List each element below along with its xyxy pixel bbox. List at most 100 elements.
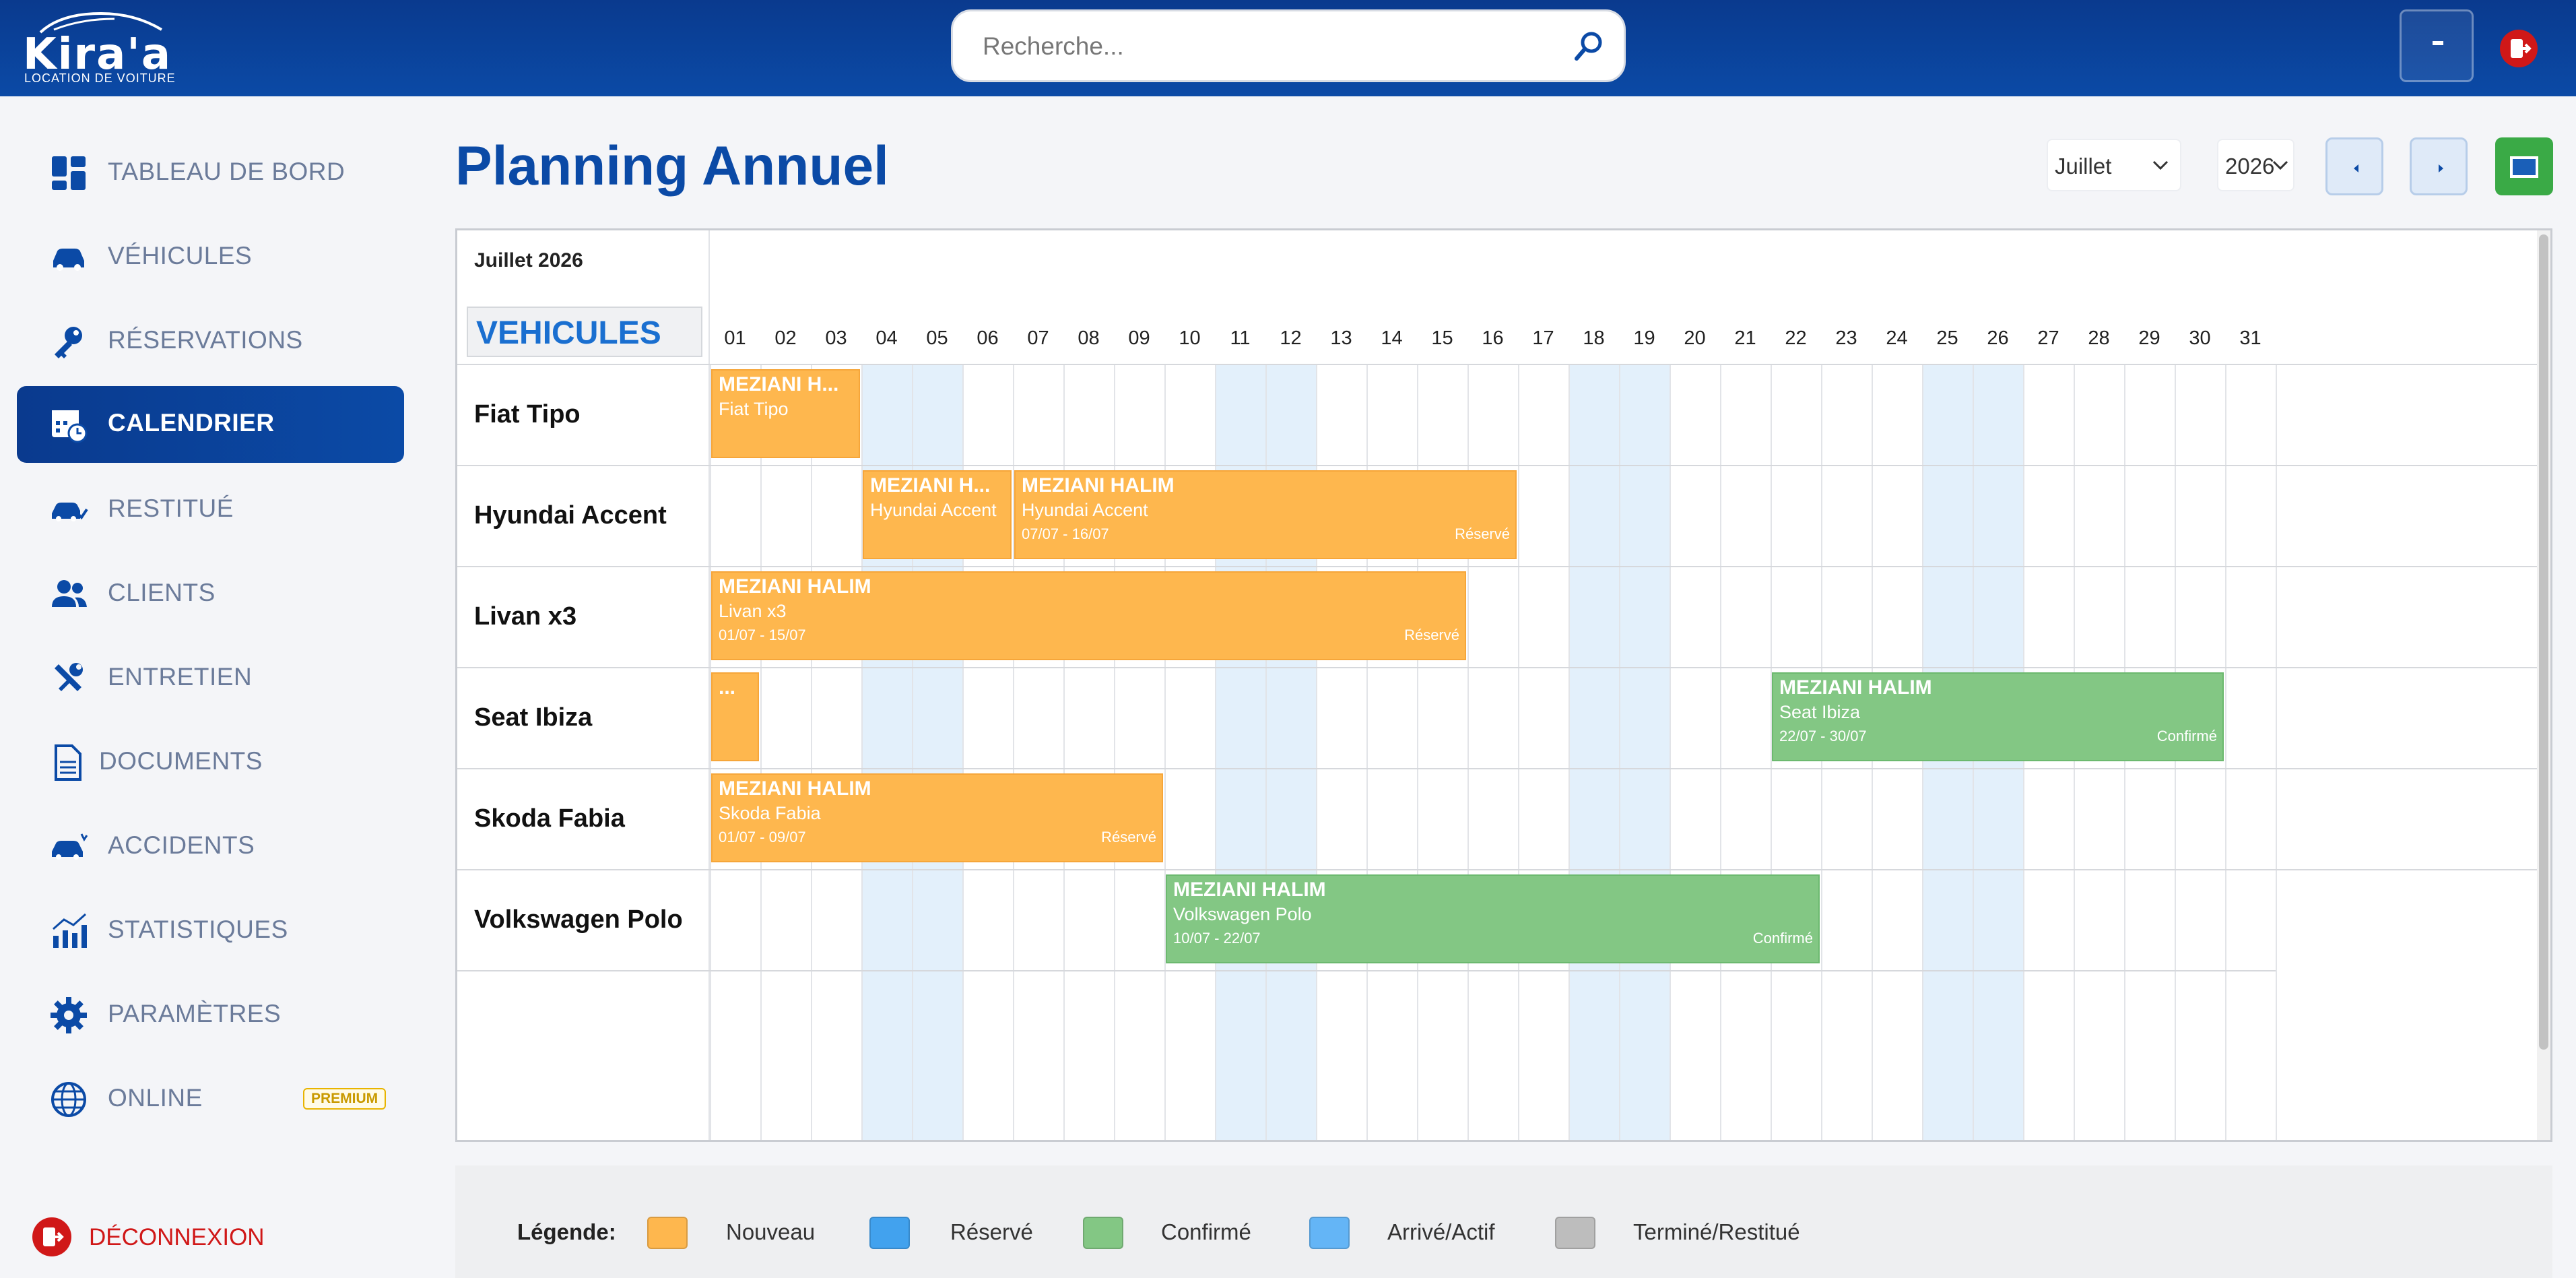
row-gridline	[457, 970, 2276, 971]
booking-status: Confirmé	[2156, 728, 2217, 744]
month-select[interactable]: Juillet	[2047, 139, 2181, 191]
day-gridline	[1063, 365, 1065, 1140]
day-gridline	[1670, 365, 1671, 1140]
day-label: 29	[2138, 327, 2160, 349]
sidebar-item-label: ENTRETIEN	[108, 663, 253, 691]
legend-swatch	[869, 1217, 910, 1249]
booking-client-name: MEZIANI HALIM	[1779, 676, 1932, 699]
legend-label: Arrivé/Actif	[1387, 1219, 1495, 1244]
booking-vehicle: Fiat Tipo	[719, 399, 789, 419]
day-gridline	[912, 365, 913, 1140]
booking-block[interactable]: MEZIANI HALIM Skoda Fabia 01/07 - 09/07 Rés…	[711, 773, 1163, 862]
day-gridline	[1013, 365, 1014, 1140]
search-input[interactable]	[983, 28, 1562, 65]
caret-left-icon	[2354, 164, 2358, 172]
day-label: 26	[1987, 327, 2009, 349]
legend-swatch	[1555, 1217, 1595, 1249]
booking-dates: 07/07 - 16/07	[1022, 525, 1109, 542]
booking-vehicle: Livan x3	[719, 601, 787, 621]
car-check-icon	[52, 503, 88, 521]
day-label: 09	[1128, 327, 1150, 349]
day-gridline	[1164, 365, 1166, 1140]
booking-dates: 01/07 - 09/07	[719, 829, 806, 845]
booking-client-name: MEZIANI H...	[870, 474, 991, 497]
day-label: 08	[1078, 327, 1100, 349]
row-gridline	[457, 465, 2537, 466]
sidebar-item-label: TABLEAU DE BORD	[108, 158, 345, 185]
legend-label: Confirmé	[1161, 1219, 1251, 1244]
day-gridline	[1417, 365, 1418, 1140]
sidebar-item-reservations[interactable]: RÉSERVATIONS	[17, 303, 404, 380]
day-label: 14	[1381, 327, 1403, 349]
vehicle-row-label: Hyundai Accent	[474, 501, 667, 530]
sidebar-item-online[interactable]: ONLINE PREMIUM	[17, 1061, 404, 1138]
booking-block[interactable]: MEZIANI HALIM Hyundai Accent 07/07 - 16/07…	[1014, 470, 1517, 559]
day-label: 13	[1330, 327, 1352, 349]
sidebar-item-label: CLIENTS	[108, 579, 216, 606]
day-gridline	[1114, 365, 1115, 1140]
search-icon[interactable]	[1573, 30, 1605, 66]
year-select[interactable]: 2026	[2217, 139, 2294, 191]
calendar-scrollbar[interactable]	[2537, 230, 2550, 1140]
sidebar-item-clients[interactable]: CLIENTS	[17, 556, 404, 633]
day-label: 05	[926, 327, 948, 349]
day-label: 25	[1936, 327, 1958, 349]
sidebar-item-documents[interactable]: DOCUMENTS	[17, 724, 404, 801]
booking-vehicle: Volkswagen Polo	[1173, 904, 1312, 924]
exit-icon[interactable]	[2500, 30, 2538, 67]
sidebar-item-dashboard[interactable]: TABLEAU DE BORD	[17, 135, 404, 212]
vehicles-header-label: VEHICULES	[476, 315, 661, 351]
day-label: 19	[1633, 327, 1655, 349]
booking-block[interactable]: MEZIANI HALIM Seat Ibiza 22/07 - 30/07 Conf…	[1772, 672, 2224, 761]
weekend-column	[1568, 365, 1619, 1140]
dashboard-icon	[52, 156, 86, 190]
caret-right-icon	[2439, 164, 2443, 172]
booking-block[interactable]: MEZIANI H... Hyundai Accent	[863, 470, 1012, 559]
booking-status: Réservé	[1404, 627, 1459, 643]
legend-label: Terminé/Restitué	[1633, 1219, 1800, 1244]
day-label: 21	[1734, 327, 1756, 349]
document-icon	[55, 744, 81, 781]
sidebar-item-vehicles[interactable]: VÉHICULES	[17, 219, 404, 296]
sidebar-item-maintenance[interactable]: ENTRETIEN	[17, 640, 404, 717]
booking-vehicle: Skoda Fabia	[719, 803, 821, 823]
sidebar-item-statistics[interactable]: STATISTIQUES	[17, 893, 404, 969]
app-logo[interactable]: Kira'a LOCATION DE VOITURE	[20, 9, 182, 87]
booking-block[interactable]: MEZIANI HALIM Volkswagen Polo 10/07 - 22/0…	[1166, 874, 1820, 963]
chevron-down-icon	[2152, 160, 2169, 170]
booking-block[interactable]: MEZIANI HALIM Livan x3 01/07 - 15/07 Réserv…	[711, 571, 1466, 660]
booking-block[interactable]: ...	[711, 672, 759, 761]
day-label: 31	[2239, 327, 2261, 349]
scrollbar-thumb[interactable]	[2539, 234, 2548, 1050]
previous-month-button[interactable]	[2325, 137, 2383, 195]
day-gridline	[1265, 365, 1267, 1140]
sidebar-item-accidents[interactable]: ACCIDENTS	[17, 808, 404, 885]
booking-dates: 10/07 - 22/07	[1173, 930, 1261, 947]
row-gridline	[457, 768, 2537, 769]
user-menu-button[interactable]	[2400, 9, 2474, 82]
today-button[interactable]	[2495, 137, 2553, 195]
logout-button[interactable]: DÉCONNEXION	[32, 1215, 369, 1262]
year-select-value: 2026	[2225, 154, 2275, 179]
day-label: 17	[1532, 327, 1554, 349]
weekend-column	[1619, 365, 1670, 1140]
booking-status: Réservé	[1101, 829, 1156, 845]
calendar-today-icon	[2510, 156, 2538, 178]
day-label: 04	[876, 327, 898, 349]
booking-client-name: MEZIANI HALIM	[719, 777, 871, 800]
day-gridline	[1518, 365, 1519, 1140]
premium-badge: PREMIUM	[303, 1088, 387, 1110]
sidebar-item-calendar[interactable]: CALENDRIER	[17, 386, 404, 463]
next-month-button[interactable]	[2410, 137, 2468, 195]
booking-client-name: MEZIANI H...	[719, 373, 839, 395]
booking-dates: 22/07 - 30/07	[1779, 728, 1867, 744]
booking-block[interactable]: MEZIANI H... Fiat Tipo	[711, 369, 860, 458]
sidebar-item-returned[interactable]: RESTITUÉ	[17, 472, 404, 548]
calendar-month-label: Juillet 2026	[474, 249, 583, 271]
sidebar-item-settings[interactable]: PARAMÈTRES	[17, 977, 404, 1054]
day-label: 15	[1431, 327, 1453, 349]
day-label: 18	[1583, 327, 1605, 349]
day-gridline	[1316, 365, 1317, 1140]
sidebar-item-label: VÉHICULES	[108, 242, 253, 269]
day-label: 06	[977, 327, 999, 349]
